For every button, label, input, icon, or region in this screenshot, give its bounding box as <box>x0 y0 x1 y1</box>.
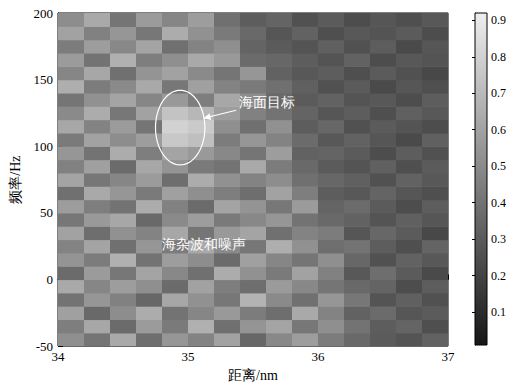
svg-text:200: 200 <box>34 6 54 21</box>
svg-text:-50: -50 <box>36 339 53 354</box>
svg-text:海面目标: 海面目标 <box>239 95 295 110</box>
svg-text:150: 150 <box>34 72 54 87</box>
svg-text:37: 37 <box>442 349 456 364</box>
svg-text:0.7: 0.7 <box>491 86 506 100</box>
svg-text:0.4: 0.4 <box>491 196 506 210</box>
svg-text:0.8: 0.8 <box>491 50 506 64</box>
svg-text:0.2: 0.2 <box>491 269 506 283</box>
svg-text:海杂波和噪声: 海杂波和噪声 <box>162 237 246 252</box>
svg-text:35: 35 <box>182 349 195 364</box>
svg-text:0.3: 0.3 <box>491 232 506 246</box>
svg-text:频率/Hz: 频率/Hz <box>8 155 23 203</box>
svg-text:100: 100 <box>34 139 54 154</box>
svg-text:0.5: 0.5 <box>491 159 506 173</box>
svg-text:50: 50 <box>40 205 53 220</box>
svg-text:0.1: 0.1 <box>491 305 506 319</box>
svg-text:距离/nm: 距离/nm <box>228 368 278 383</box>
svg-text:36: 36 <box>312 349 326 364</box>
svg-text:0.9: 0.9 <box>491 13 506 27</box>
svg-text:34: 34 <box>52 349 66 364</box>
svg-text:0.6: 0.6 <box>491 123 506 137</box>
svg-text:0: 0 <box>47 272 54 287</box>
